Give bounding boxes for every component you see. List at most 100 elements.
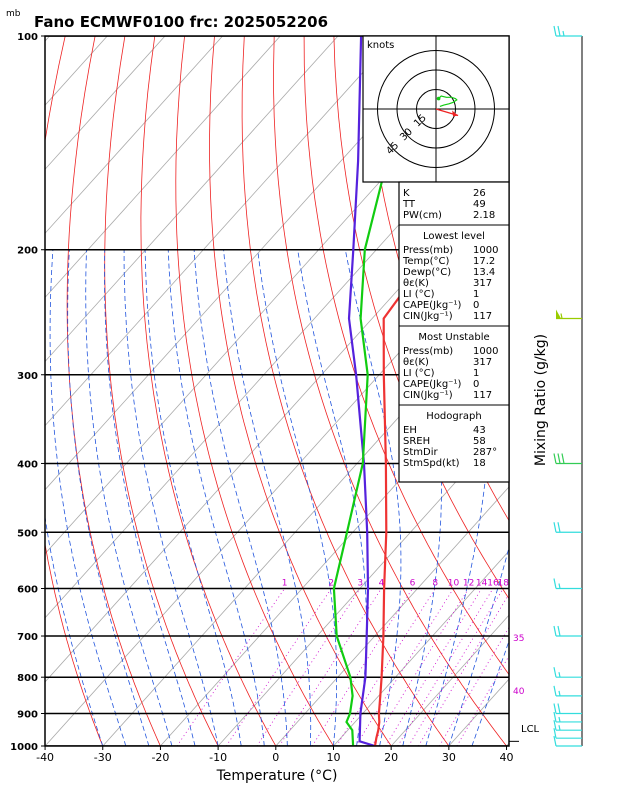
mixing-ratio-label: 4 bbox=[379, 578, 385, 588]
info-value: 26 bbox=[473, 188, 486, 199]
wind-barb-flag bbox=[553, 453, 557, 464]
mixing-ratio-label: 1 bbox=[282, 578, 288, 588]
wind-barb bbox=[553, 720, 582, 731]
wind-barb-flag bbox=[553, 685, 557, 697]
temperature-tick-label: -20 bbox=[151, 751, 169, 764]
wind-barb-flag bbox=[553, 711, 557, 723]
wind-barb bbox=[553, 685, 582, 697]
mixing-ratio-line bbox=[385, 588, 482, 746]
mixing-ratio-line bbox=[256, 588, 361, 746]
wind-barb-flag bbox=[557, 703, 561, 714]
wind-barb bbox=[553, 667, 582, 678]
wind-barb-flag bbox=[557, 522, 561, 533]
isotherm-line bbox=[45, 36, 339, 363]
hodograph-ring bbox=[416, 89, 456, 129]
info-label: θε(K) bbox=[403, 278, 429, 289]
wind-barb-pennant bbox=[556, 309, 561, 319]
isotherm-line bbox=[45, 36, 454, 491]
wind-barb-flag bbox=[553, 667, 557, 678]
info-section-heading: Hodograph bbox=[426, 411, 481, 422]
wind-barb-flag bbox=[557, 25, 561, 37]
temperature-tick-label: -40 bbox=[36, 751, 54, 764]
dry-adiabat-line bbox=[333, 36, 509, 600]
wind-barb bbox=[553, 25, 582, 37]
moist-adiabat-line bbox=[223, 249, 312, 746]
isotherm-line bbox=[45, 36, 281, 299]
info-section-heading: Most Unstable bbox=[418, 332, 489, 343]
info-label: LI (°C) bbox=[403, 289, 435, 300]
info-value: 17.2 bbox=[473, 256, 495, 267]
dry-adiabat-line bbox=[45, 36, 104, 746]
info-label: K bbox=[403, 188, 410, 199]
dry-adiabat-line bbox=[209, 36, 392, 746]
isotherm-line bbox=[275, 486, 509, 746]
theta-e-label: 40 bbox=[513, 687, 525, 697]
temperature-tick-label: 10 bbox=[326, 751, 340, 764]
info-label: θε(K) bbox=[403, 357, 429, 368]
moist-adiabat-line bbox=[344, 249, 402, 746]
wind-barb bbox=[553, 735, 582, 747]
isotherm-line bbox=[45, 165, 509, 683]
wind-barb-flag bbox=[553, 735, 557, 747]
pressure-tick-label: 1000 bbox=[10, 742, 38, 753]
mixing-ratio-label: 18 bbox=[497, 578, 509, 588]
wind-barb bbox=[553, 728, 582, 739]
info-label: EH bbox=[403, 425, 417, 436]
mixing-ratio-line bbox=[418, 593, 509, 746]
moist-adiabat-line bbox=[144, 249, 242, 746]
dry-adiabat-line bbox=[543, 36, 618, 746]
mixing-ratio-line bbox=[439, 626, 509, 746]
dry-adiabat-line bbox=[104, 36, 219, 746]
moist-adiabat-line bbox=[257, 249, 337, 746]
pressure-tick-label: 600 bbox=[17, 584, 38, 595]
temperature-tick-label: -30 bbox=[94, 751, 112, 764]
wind-barb bbox=[553, 522, 582, 533]
wind-barb-flag bbox=[553, 728, 557, 739]
info-value: 13.4 bbox=[473, 267, 495, 278]
info-label: Press(mb) bbox=[403, 245, 453, 256]
dry-adiabat-line bbox=[140, 36, 277, 746]
info-label: StmDir bbox=[403, 447, 438, 458]
mixing-ratio-label: 3 bbox=[357, 578, 363, 588]
wind-barb-half-flag bbox=[558, 583, 561, 589]
info-panel-frame bbox=[398, 181, 510, 483]
pressure-tick-label: 500 bbox=[17, 528, 38, 539]
info-value: 2.18 bbox=[473, 210, 495, 221]
temperature-tick-label: 0 bbox=[272, 751, 279, 764]
info-value: 58 bbox=[473, 436, 486, 447]
info-value: 287° bbox=[473, 447, 497, 458]
info-value: 1000 bbox=[473, 346, 498, 357]
info-value: 317 bbox=[473, 357, 492, 368]
wind-barb-flag bbox=[553, 625, 557, 637]
parcel-profile-line bbox=[347, 36, 376, 746]
isotherm-line bbox=[390, 614, 509, 746]
dry-adiabat-line bbox=[273, 36, 507, 746]
mixing-ratio-label: 10 bbox=[448, 578, 460, 588]
hodograph-trace-end bbox=[436, 96, 441, 101]
info-value: 43 bbox=[473, 425, 486, 436]
wind-barb-half-flag bbox=[558, 725, 561, 731]
isotherm-line bbox=[45, 36, 223, 234]
info-label: LI (°C) bbox=[403, 368, 435, 379]
wind-barb-half-flag bbox=[562, 30, 565, 37]
pressure-tick-label: 100 bbox=[17, 32, 38, 43]
info-section-heading: Lowest level bbox=[423, 231, 485, 242]
wind-barb bbox=[553, 453, 582, 465]
wind-barb-flag bbox=[553, 578, 557, 589]
moist-adiabat-line bbox=[297, 249, 367, 746]
mixing-ratio-label: 14 bbox=[476, 578, 488, 588]
wind-barb-flag bbox=[557, 453, 561, 464]
dry-adiabat-line bbox=[513, 36, 618, 746]
theta-e-label: 35 bbox=[513, 634, 524, 644]
chart-title: Fano ECMWF0100 frc: 2025052206 bbox=[34, 13, 328, 31]
info-value: 1 bbox=[473, 289, 479, 300]
mixing-ratio-label: 16 bbox=[487, 578, 499, 588]
wind-barb-column bbox=[553, 25, 583, 747]
info-label: StmSpd(kt) bbox=[403, 458, 460, 469]
info-value: 0 bbox=[473, 379, 479, 390]
wind-barb-flag bbox=[561, 453, 565, 464]
